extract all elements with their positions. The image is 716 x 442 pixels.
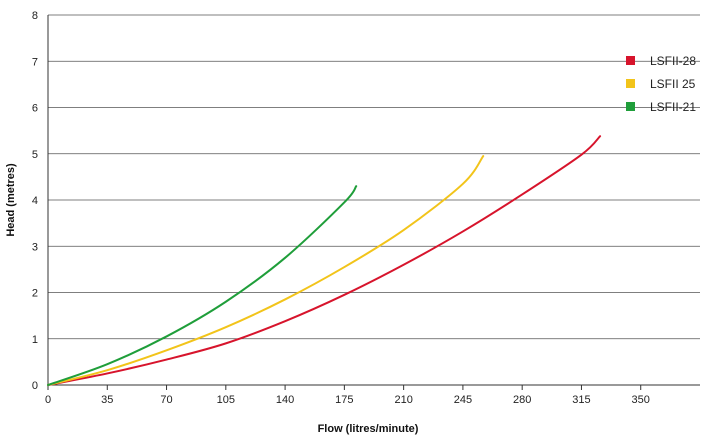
legend-label: LSFII 25	[650, 77, 696, 91]
legend-swatch	[626, 56, 635, 65]
x-tick-label: 0	[45, 394, 51, 406]
y-tick-label: 3	[32, 241, 38, 253]
legend-label: LSFII-21	[650, 100, 696, 114]
legend-label: LSFII-28	[650, 54, 696, 68]
x-tick-label: 245	[454, 394, 472, 406]
y-tick-label: 1	[32, 334, 38, 346]
series-line-2	[47, 185, 358, 386]
legend: LSFII-28 LSFII 25 LSFII-21	[626, 54, 696, 114]
x-tick-label: 105	[217, 394, 235, 406]
y-axis-title: Head (metres)	[5, 163, 17, 237]
x-tick-label: 175	[335, 394, 353, 406]
x-tick-label: 35	[101, 394, 113, 406]
y-tick-label: 2	[32, 288, 38, 300]
x-tick-label: 210	[394, 394, 412, 406]
x-tick-label: 315	[572, 394, 590, 406]
legend-swatch	[626, 79, 635, 88]
y-tick-label: 8	[32, 10, 38, 22]
series-line-1	[47, 155, 485, 386]
y-tick-label: 6	[32, 103, 38, 115]
series-lines	[47, 135, 602, 386]
x-tick-labels: 0 35 70 105 140 175 210 245 280 315 350	[45, 394, 650, 406]
legend-swatch	[626, 102, 635, 111]
x-axis-title: Flow (litres/minute)	[318, 423, 419, 435]
y-tick-label: 0	[32, 380, 38, 392]
y-tick-label: 5	[32, 149, 38, 161]
y-tick-label: 4	[32, 195, 38, 207]
x-tick-label: 140	[276, 394, 294, 406]
y-tick-labels: 0 1 2 3 4 5 6 7 8	[32, 10, 38, 392]
y-tick-label: 7	[32, 56, 38, 68]
x-tick-label: 350	[632, 394, 650, 406]
x-tick-label: 70	[160, 394, 172, 406]
x-tick-label: 280	[513, 394, 531, 406]
series-line-0	[47, 135, 602, 386]
axes	[47, 15, 700, 390]
gridlines	[48, 14, 700, 340]
